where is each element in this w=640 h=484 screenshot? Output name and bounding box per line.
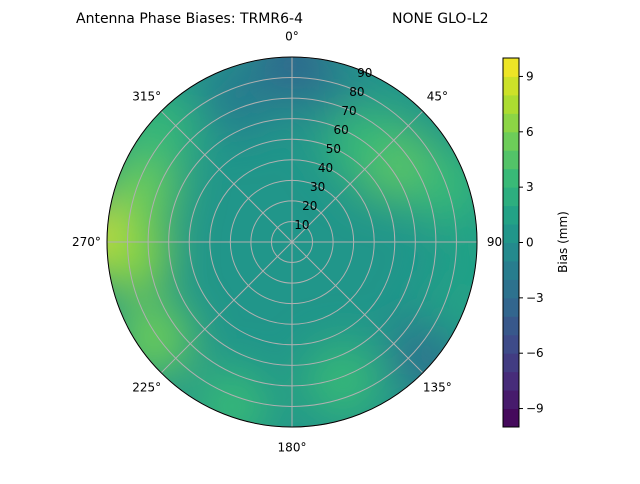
angular-tick-label: 135° xyxy=(423,380,452,394)
angular-gridline xyxy=(291,241,424,374)
colorbar-label: Bias (mm) xyxy=(556,211,570,273)
radial-tick-label: 40 xyxy=(318,161,333,175)
colorbar-band xyxy=(503,260,519,280)
colorbar-tick-label: −9 xyxy=(526,402,544,416)
colorbar-band xyxy=(503,353,519,373)
colorbar-band xyxy=(503,131,519,151)
contour-region xyxy=(107,217,171,294)
contour-region xyxy=(201,59,278,136)
contour-region xyxy=(194,368,271,427)
colorbar-band xyxy=(503,205,519,225)
angular-tick-label: 315° xyxy=(132,90,161,104)
colorbar-band xyxy=(503,316,519,336)
radial-tick-label: 60 xyxy=(334,123,349,137)
colorbar-band xyxy=(503,297,519,317)
colorbar-band xyxy=(503,390,519,410)
colorbar-tick-label: −6 xyxy=(526,346,544,360)
angular-gridline xyxy=(160,110,293,243)
colorbar-tick-label: 0 xyxy=(526,236,534,250)
chart-title-right: NONE GLO-L2 xyxy=(392,11,489,27)
radial-tick-label: 30 xyxy=(310,180,325,194)
angular-tick-label: 225° xyxy=(132,380,161,394)
contour-region xyxy=(304,343,381,420)
angular-gridline xyxy=(160,241,293,374)
colorbar-band xyxy=(503,113,519,133)
radial-tick-label: 20 xyxy=(302,199,317,213)
colorbar-band xyxy=(503,371,519,391)
angular-tick-label: 0° xyxy=(285,29,299,43)
colorbar-band xyxy=(503,224,519,243)
colorbar-band xyxy=(503,94,519,114)
radial-tick-label: 80 xyxy=(349,85,364,99)
chart-title-left: Antenna Phase Biases: TRMR6-4 xyxy=(76,11,303,27)
polar-grid xyxy=(106,56,478,428)
contour-region xyxy=(443,204,477,280)
polar-frame xyxy=(106,56,478,428)
radial-tick-label: 90 xyxy=(357,66,372,80)
radial-tick-label: 70 xyxy=(341,104,356,118)
colorbar-band xyxy=(503,279,519,299)
colorbar-band xyxy=(503,242,519,262)
colorbar-band xyxy=(503,76,519,96)
angular-tick-label: 45° xyxy=(427,90,448,104)
colorbar-tick-label: 3 xyxy=(526,180,534,194)
angular-gridline xyxy=(291,110,424,243)
colorbar-tick-label: 9 xyxy=(526,69,534,83)
colorbar-band xyxy=(503,150,519,170)
angular-tick-label: 180° xyxy=(278,441,307,455)
radial-tick-label: 10 xyxy=(294,218,309,232)
colorbar-band xyxy=(503,58,519,77)
colorbar-band xyxy=(503,168,519,188)
colorbar: −9 −6 −3 0 3 6 9 xyxy=(502,57,544,428)
colorbar-band xyxy=(503,334,519,354)
colorbar-band xyxy=(503,187,519,207)
angular-tick-label: 270° xyxy=(72,235,101,249)
colorbar-tick-label: 6 xyxy=(526,125,534,139)
colorbar-band xyxy=(503,408,519,428)
colorbar-tick-label: −3 xyxy=(526,291,544,305)
contour-region xyxy=(423,265,477,342)
radial-tick-label: 50 xyxy=(326,142,341,156)
